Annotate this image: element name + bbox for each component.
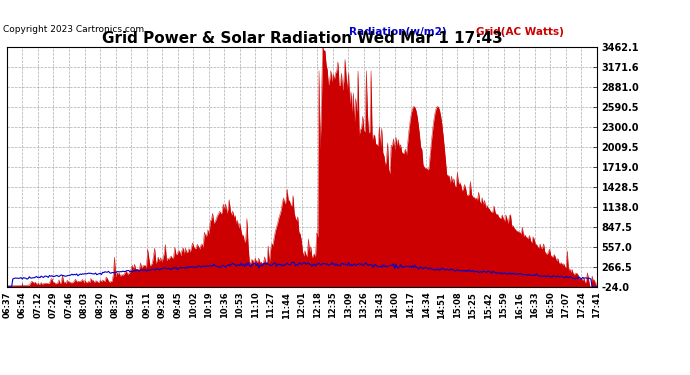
Text: Grid(AC Watts): Grid(AC Watts) bbox=[476, 27, 564, 37]
Text: Copyright 2023 Cartronics.com: Copyright 2023 Cartronics.com bbox=[3, 25, 145, 34]
Title: Grid Power & Solar Radiation Wed Mar 1 17:43: Grid Power & Solar Radiation Wed Mar 1 1… bbox=[101, 31, 502, 46]
Text: Radiation(w/m2): Radiation(w/m2) bbox=[349, 27, 446, 37]
